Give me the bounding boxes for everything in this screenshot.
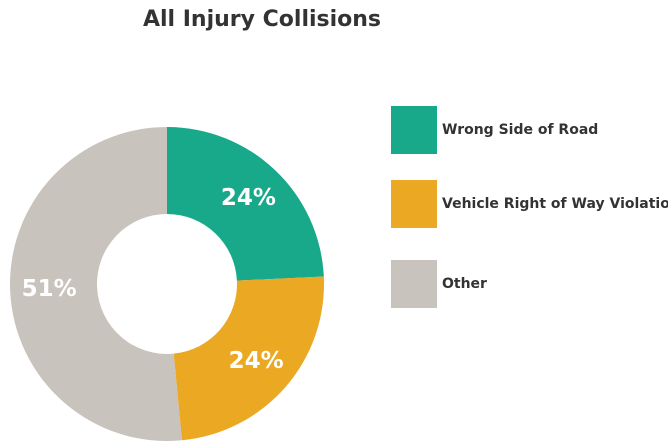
legend-swatch <box>391 260 437 308</box>
legend-swatch <box>391 106 437 154</box>
value-label: 24% <box>229 348 284 374</box>
legend-text: Other <box>442 276 487 292</box>
legend-swatch <box>391 180 437 228</box>
donut-slice <box>173 276 324 441</box>
value-label: 51% <box>22 276 77 302</box>
chart-title: All Injury Collisions <box>143 7 381 32</box>
donut-slice <box>10 127 182 441</box>
legend-text: Vehicle Right of Way Violation <box>442 196 668 212</box>
donut-slice <box>167 127 324 281</box>
legend-text: Wrong Side of Road <box>442 122 598 138</box>
value-label: 24% <box>221 185 276 211</box>
